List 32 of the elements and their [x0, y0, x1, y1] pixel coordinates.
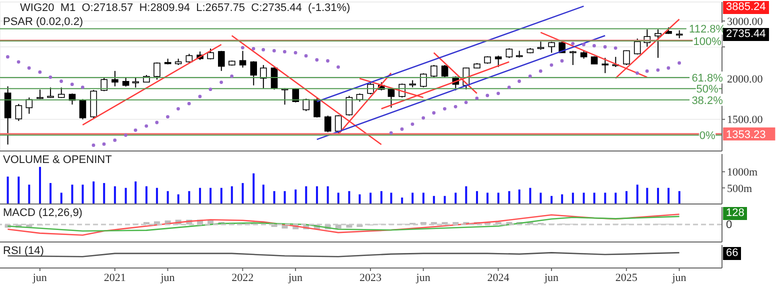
- ref-line-label: 1353.23: [726, 128, 766, 141]
- annotation: 50%: [696, 84, 719, 96]
- x-tick-label: 2022: [232, 272, 254, 284]
- x-tick-label: 2023: [359, 272, 382, 284]
- annotation: 100%: [693, 36, 722, 48]
- y-tick-label: 1500.00: [727, 114, 764, 126]
- y-tick-label: 500m: [727, 182, 752, 195]
- x-tick-label: jun: [160, 272, 176, 284]
- annotation: 61.8%: [692, 72, 724, 85]
- x-tick-label: 2025: [615, 272, 638, 284]
- y-tick-label: 1000m: [727, 166, 758, 179]
- annotation: 0%: [699, 130, 716, 142]
- x-tick-label: jun: [543, 272, 560, 284]
- chart-title: WIG20 M1 O:2718.57 H:2809.94 L:2657.75 C:2735.44 (-1.31%): [20, 2, 350, 14]
- y-tick-label: 2000.00: [727, 73, 764, 86]
- text: 0: [725, 219, 734, 232]
- x-tick-label: jun: [32, 272, 48, 284]
- text: 3885.24: [723, 1, 769, 14]
- text: PSAR (0.02,0.2): [3, 16, 84, 28]
- x-tick-label: 2024: [487, 272, 510, 284]
- text: 66: [723, 247, 742, 260]
- x-tick-label: jun: [415, 272, 431, 284]
- x-tick-label: jun: [671, 272, 687, 284]
- chart-title: MACD (12,26,9): [3, 207, 82, 219]
- y-tick-label: 3000.00: [727, 16, 764, 28]
- text: 128: [723, 207, 748, 220]
- chart-title: RSI (14): [3, 245, 44, 257]
- x-tick-label: jun: [287, 272, 304, 284]
- chart-title: VOLUME & OPENINT: [3, 154, 112, 166]
- text: 2735.44: [726, 28, 766, 40]
- annotation: 38.2%: [692, 94, 724, 107]
- x-tick-label: 2021: [104, 272, 126, 284]
